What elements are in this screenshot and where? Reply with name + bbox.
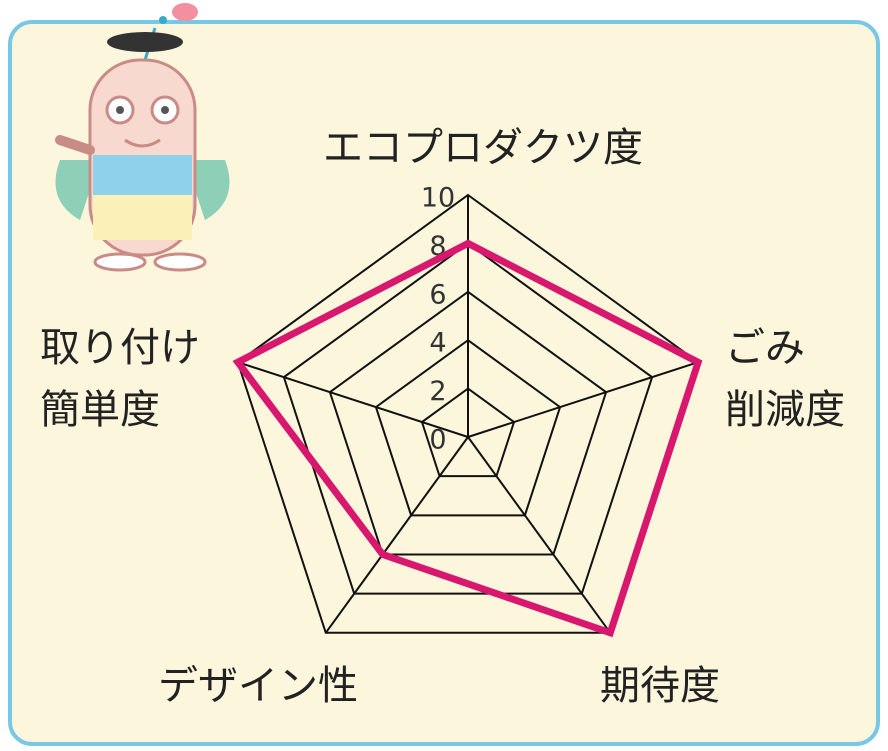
axis-line <box>324 436 469 634</box>
r-tick-label: 6 <box>429 279 446 310</box>
grid-line <box>236 193 700 634</box>
r-tick-label: 0 <box>429 425 446 456</box>
category-label: 期待度 <box>600 663 720 709</box>
category-label: デザイン性 <box>158 663 358 709</box>
category-label: ごみ削減度 <box>725 325 845 433</box>
data-line <box>232 239 703 638</box>
grid-line <box>420 387 516 478</box>
axis-line <box>237 361 469 438</box>
panel <box>8 20 880 746</box>
mascot <box>55 3 230 272</box>
axis-line <box>467 361 699 438</box>
r-tick-label: 10 <box>421 183 455 214</box>
r-tick-label: 2 <box>429 376 446 407</box>
grid-line <box>374 338 562 517</box>
grid-line <box>282 242 654 595</box>
axis-line <box>467 436 612 634</box>
grid-line <box>328 290 608 556</box>
category-label: エコプロダクツ度 <box>323 125 643 171</box>
r-tick-label: 4 <box>429 328 446 359</box>
category-label: 取り付け簡単度 <box>40 325 200 433</box>
